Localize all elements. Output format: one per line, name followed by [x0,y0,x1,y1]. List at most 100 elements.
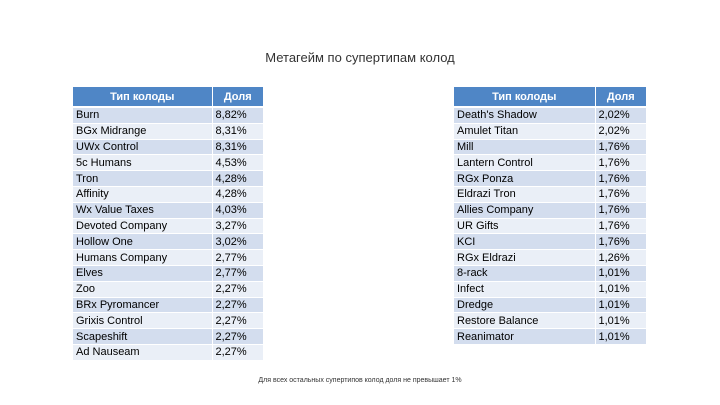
deck-share: 1,01% [595,297,646,314]
table-row: Scapeshift 2,27% [73,328,263,345]
deck-share: 1,76% [595,170,646,187]
table-row: Mill 1,76% [454,139,646,156]
deck-share: 1,01% [595,281,646,298]
deck-share: 1,76% [595,233,646,251]
deck-name: Mill [454,139,596,156]
column-header-deck-type: Тип колоды [454,87,596,108]
deck-share: 4,28% [212,186,263,203]
table-row: Infect 1,01% [454,281,646,298]
deck-share: 2,77% [212,265,263,282]
deck-name: 8-rack [454,265,596,282]
table-row: Devoted Company 3,27% [73,218,263,235]
table-row: Allies Company 1,76% [454,202,646,219]
table-row: Tron 4,28% [73,170,263,187]
deck-name: Zoo [73,281,213,298]
table-row: Wx Value Taxes 4,03% [73,202,263,219]
table-row: UWx Control 8,31% [73,139,263,156]
deck-share: 2,02% [595,107,646,124]
table-row: Humans Company 2,77% [73,249,263,266]
deck-name: BGx Midrange [73,123,213,140]
table-header-row: Тип колоды Доля [73,87,263,108]
deck-share: 1,76% [595,202,646,219]
deck-name: Infect [454,281,596,298]
deck-share: 2,27% [212,281,263,298]
deck-share: 3,27% [212,218,263,235]
table-row: BRx Pyromancer 2,27% [73,297,263,314]
deck-name: Humans Company [73,249,213,266]
page-title: Метагейм по супертипам колод [265,50,455,65]
left-deck-table: Тип колоды Доля Burn 8,82% BGx Midrange 8,… [73,87,263,361]
deck-name: Ad Nauseam [73,344,213,361]
deck-share: 2,27% [212,297,263,314]
deck-name: Wx Value Taxes [73,202,213,219]
table-row: RGx Ponza 1,76% [454,170,646,187]
table-row: Reanimator 1,01% [454,328,646,345]
deck-name: KCI [454,233,596,251]
column-header-share: Доля [212,87,263,108]
table-row: Grixis Control 2,27% [73,312,263,330]
deck-name: Grixis Control [73,312,213,330]
deck-share: 4,28% [212,170,263,187]
table-row: UR Gifts 1,76% [454,218,646,235]
table-row: Hollow One 3,02% [73,233,263,251]
table-row: Dredge 1,01% [454,297,646,314]
deck-name: Lantern Control [454,154,596,172]
deck-name: Elves [73,265,213,282]
deck-name: RGx Eldrazi [454,249,596,266]
table-row: Death's Shadow 2,02% [454,107,646,124]
deck-share: 1,26% [595,249,646,266]
deck-share: 2,27% [212,328,263,345]
table-row: Lantern Control 1,76% [454,154,646,172]
table-row: Ad Nauseam 2,27% [73,344,263,361]
deck-name: RGx Ponza [454,170,596,187]
deck-name: Amulet Titan [454,123,596,140]
deck-share: 1,76% [595,154,646,172]
deck-name: Restore Balance [454,312,596,330]
deck-name: Devoted Company [73,218,213,235]
deck-name: Eldrazi Tron [454,186,596,203]
deck-share: 1,01% [595,265,646,282]
deck-name: Tron [73,170,213,187]
deck-name: UR Gifts [454,218,596,235]
table-row: Zoo 2,27% [73,281,263,298]
table-row: Amulet Titan 2,02% [454,123,646,140]
deck-name: Scapeshift [73,328,213,345]
deck-share: 2,27% [212,312,263,330]
deck-share: 2,27% [212,344,263,361]
deck-name: Dredge [454,297,596,314]
deck-name: Death's Shadow [454,107,596,124]
deck-share: 2,77% [212,249,263,266]
deck-name: Hollow One [73,233,213,251]
deck-name: Allies Company [454,202,596,219]
deck-name: UWx Control [73,139,213,156]
table-row: Restore Balance 1,01% [454,312,646,330]
deck-share: 1,76% [595,218,646,235]
footnote: Для всех остальных супертипов колод доля… [258,377,462,384]
table-row: 8-rack 1,01% [454,265,646,282]
deck-name: Affinity [73,186,213,203]
table-row: RGx Eldrazi 1,26% [454,249,646,266]
table-row: Elves 2,77% [73,265,263,282]
deck-share: 2,02% [595,123,646,140]
table-row: KCI 1,76% [454,233,646,251]
deck-share: 1,01% [595,328,646,345]
deck-share: 1,01% [595,312,646,330]
deck-share: 1,76% [595,139,646,156]
table-header-row: Тип колоды Доля [454,87,646,108]
table-row: 5c Humans 4,53% [73,154,263,172]
table-row: Affinity 4,28% [73,186,263,203]
deck-name: Reanimator [454,328,596,345]
deck-name: BRx Pyromancer [73,297,213,314]
deck-name: Burn [73,107,213,124]
right-deck-table: Тип колоды Доля Death's Shadow 2,02% Amul… [454,87,646,345]
deck-share: 3,02% [212,233,263,251]
deck-share: 8,31% [212,123,263,140]
deck-share: 8,31% [212,139,263,156]
deck-share: 1,76% [595,186,646,203]
deck-share: 4,53% [212,154,263,172]
column-header-deck-type: Тип колоды [73,87,213,108]
column-header-share: Доля [595,87,646,108]
deck-share: 4,03% [212,202,263,219]
table-row: BGx Midrange 8,31% [73,123,263,140]
deck-name: 5c Humans [73,154,213,172]
